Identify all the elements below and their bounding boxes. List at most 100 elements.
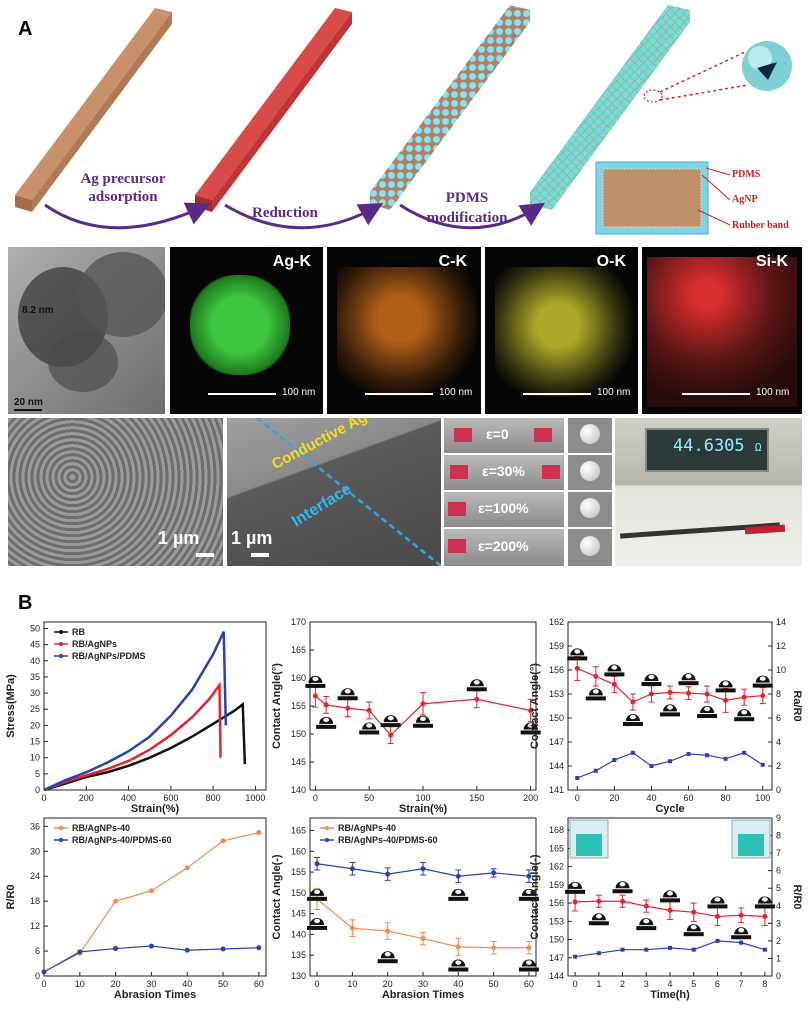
legend-label: RB <box>72 627 85 637</box>
data-point <box>575 776 580 780</box>
data-point <box>596 951 601 956</box>
droplet-icon-base <box>377 959 398 964</box>
legend-label: RB/AgNPs-40/PDMS-60 <box>338 835 438 845</box>
x-tick-label: 4 <box>667 979 672 989</box>
panel-letter-b: B <box>18 592 33 614</box>
sem-surface-image: 1 µm <box>8 418 223 566</box>
droplet-photo-2 <box>568 492 612 527</box>
tem-image: 8.2 nm 20 nm <box>8 247 165 414</box>
tem-scale-label: 20 nm <box>14 397 43 408</box>
chart-ca-abrasion: 0 10 20 30 40 50 60 130 135 140 145 150 155 160 165 Abr… <box>271 817 539 1001</box>
chart-stress-strain: 0 200 400 600 800 1000 0 5 10 15 20 25 30 35 40 45 50 Str… <box>5 621 267 815</box>
data-point <box>113 946 119 952</box>
legend-marker <box>59 630 63 634</box>
plot-frame <box>43 817 267 977</box>
y2-tick-label: 4 <box>776 737 781 747</box>
eds-scale-bar-c <box>365 393 433 395</box>
eds-map-ag: Ag-K 100 nm <box>170 247 323 414</box>
x-axis-label: Abrasion Times <box>382 989 464 1001</box>
tem-scale-bar <box>14 409 42 411</box>
stretch-photo-3: ε=200% <box>444 529 564 566</box>
data-point <box>388 732 394 738</box>
y-tick-label: 18 <box>30 896 40 906</box>
data-point <box>760 762 765 767</box>
y2-tick-label: 5 <box>776 883 781 893</box>
x-tick-label: 400 <box>121 793 136 803</box>
data-point <box>366 707 372 713</box>
data-point <box>668 759 672 764</box>
y-tick-label: 162 <box>549 862 564 872</box>
y-tick-label: 144 <box>549 971 564 981</box>
y-tick-label: 155 <box>291 867 306 877</box>
y-tick-label: 153 <box>549 916 564 926</box>
x-tick-label: 0 <box>573 979 578 989</box>
data-point <box>455 873 461 879</box>
sem-scale-bar-2 <box>251 553 269 557</box>
legend-marker <box>325 826 329 830</box>
data-point <box>526 945 532 951</box>
data-point <box>573 954 578 959</box>
series-line-1 <box>43 681 222 792</box>
droplet-icon-base <box>380 723 401 728</box>
droplet-icon-base <box>565 889 586 894</box>
y2-tick-label: 4 <box>776 901 781 911</box>
droplet-icon-highlight <box>611 665 618 670</box>
panel-letter-a: A <box>18 18 33 40</box>
y2-axis-label: R/R0 <box>791 884 803 909</box>
droplet-icon-highlight <box>667 705 673 710</box>
x-axis-label: Time(h) <box>650 989 690 1001</box>
y-tick-label: 140 <box>291 785 306 795</box>
droplet-icon-highlight <box>344 689 351 694</box>
x-axis-label: Strain(%) <box>131 803 180 815</box>
x-tick-label: 60 <box>524 979 534 989</box>
droplet-icon-base <box>413 723 433 728</box>
y-tick-label: 168 <box>549 825 564 835</box>
droplet-icon-highlight <box>455 960 462 965</box>
droplet-icon-highlight <box>667 891 673 896</box>
data-point <box>643 903 649 909</box>
droplet-icon-base <box>588 921 609 926</box>
data-point <box>572 899 578 905</box>
layer-label-agnp: AgNP <box>732 194 758 205</box>
y-tick-label: 35 <box>30 672 40 682</box>
droplet-icon-highlight <box>738 928 745 933</box>
data-point <box>345 705 351 711</box>
data-point <box>714 913 720 919</box>
y-tick-label: 150 <box>291 729 306 739</box>
x-tick-label: 50 <box>489 979 499 989</box>
data-point <box>620 947 625 952</box>
droplet-icon-highlight <box>722 681 729 686</box>
sem-cross-section-image: Conductive Ag Shell Interface 1 µm <box>227 418 441 566</box>
y-tick-label: 5 <box>35 769 40 779</box>
y-tick-label: 40 <box>30 656 40 666</box>
droplet-icon-highlight <box>455 889 462 895</box>
x-tick-label: 30 <box>146 979 156 989</box>
y-tick-label: 0 <box>35 785 40 795</box>
y-axis-label: Contact Angle(-) <box>529 854 541 939</box>
data-point <box>420 866 426 872</box>
droplet-icon-highlight <box>690 924 697 930</box>
y-tick-label: 170 <box>291 617 306 627</box>
eds-scale-bar-ag <box>208 393 276 395</box>
y-tick-label: 162 <box>549 617 564 627</box>
y-tick-label: 160 <box>291 673 306 683</box>
x-tick-label: 40 <box>646 793 656 803</box>
y-tick-label: 50 <box>30 623 40 633</box>
data-point <box>491 945 497 951</box>
y-tick-label: 147 <box>549 737 564 747</box>
droplet-icon-base <box>636 926 657 931</box>
droplet-icon-base <box>518 967 539 972</box>
x-tick-label: 2 <box>620 979 625 989</box>
data-point <box>704 691 710 697</box>
y-tick-label: 30 <box>30 688 40 698</box>
data-point <box>760 693 766 699</box>
droplet-icon-highlight <box>685 674 692 679</box>
droplet-icon-base <box>678 681 699 686</box>
y2-tick-label: 8 <box>776 689 781 699</box>
x-tick-label: 10 <box>75 979 85 989</box>
eds-scale-si: 100 nm <box>756 387 790 398</box>
droplet-icon-highlight <box>572 882 579 888</box>
data-point <box>256 830 262 836</box>
y-tick-label: 165 <box>291 645 306 655</box>
data-point <box>723 756 728 761</box>
